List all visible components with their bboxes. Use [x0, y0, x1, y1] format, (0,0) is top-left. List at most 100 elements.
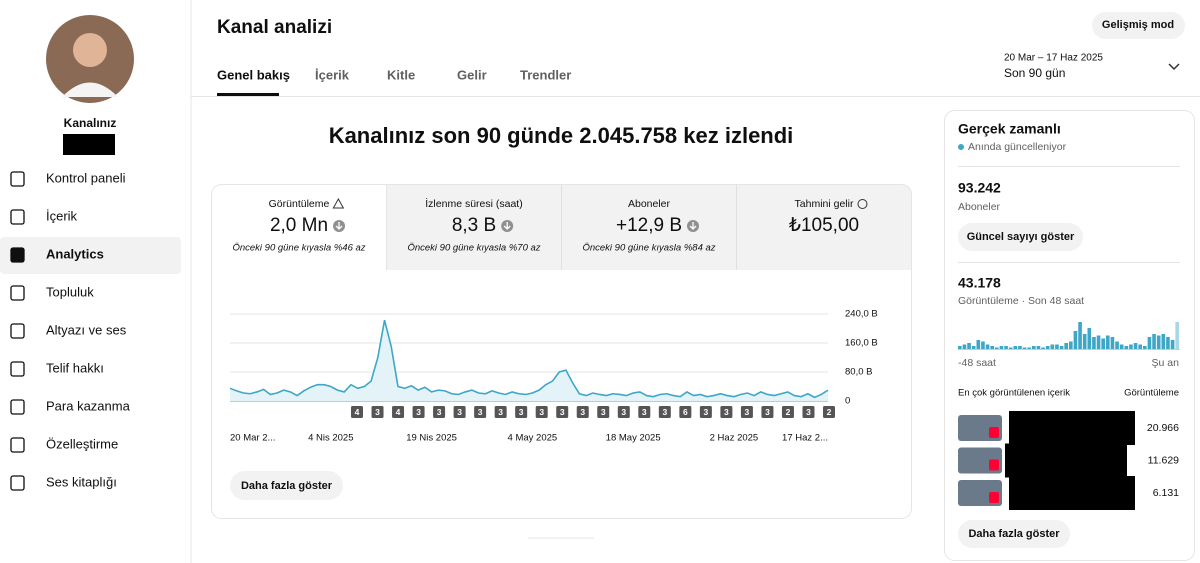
bar — [1045, 346, 1050, 349]
shorts-badge — [989, 492, 999, 503]
x-tick-label: 18 May 2025 — [606, 433, 661, 444]
nav-item[interactable]: Analytics — [46, 246, 104, 261]
upload-marker[interactable] — [658, 406, 671, 418]
upload-marker[interactable] — [781, 406, 794, 418]
upload-marker[interactable] — [535, 406, 548, 418]
metric-label[interactable]: Görüntüleme — [269, 198, 330, 210]
nav-item[interactable]: İçerik — [46, 208, 78, 223]
bar — [1152, 334, 1156, 349]
show-more-button[interactable] — [958, 520, 1070, 548]
upload-marker[interactable] — [638, 406, 651, 418]
upload-marker-label: 3 — [539, 407, 544, 417]
upload-marker[interactable] — [761, 406, 774, 418]
upload-marker-label: 3 — [642, 407, 647, 417]
advanced-button[interactable] — [1092, 12, 1185, 39]
realtime-start: -48 saat — [958, 357, 996, 369]
period-dropdown[interactable] — [1168, 63, 1180, 71]
nav-item[interactable]: Telif hakkı — [46, 360, 104, 375]
bar — [981, 341, 985, 349]
show-more-button[interactable] — [230, 471, 343, 500]
redacted — [63, 134, 115, 155]
live-dot — [958, 144, 964, 150]
bar — [1059, 346, 1064, 349]
bar — [1119, 344, 1124, 349]
advanced-button-label: Gelişmiş mod — [1102, 19, 1174, 31]
metric-value[interactable]: ₺105,00 — [789, 215, 859, 236]
metric-tab-bg — [387, 184, 912, 270]
bar — [1101, 338, 1105, 349]
bar — [1124, 346, 1129, 349]
upload-marker[interactable] — [433, 406, 446, 418]
nav-item[interactable]: Ses kitaplığı — [46, 474, 117, 489]
tab-underline — [217, 93, 279, 96]
tab[interactable]: Genel bakış — [217, 67, 290, 82]
tab[interactable]: Trendler — [520, 67, 571, 82]
bar — [1092, 337, 1096, 349]
tab[interactable]: Kitle — [387, 67, 415, 82]
y-tick-label: 160,0 B — [845, 338, 878, 349]
upload-marker[interactable] — [515, 406, 528, 418]
bar — [1106, 335, 1110, 349]
upload-marker-label: 3 — [580, 407, 585, 417]
trend-arrow — [503, 222, 511, 230]
y-tick-label: 240,0 B — [845, 309, 878, 320]
bar — [1147, 337, 1152, 349]
nav-item[interactable]: Özelleştirme — [46, 436, 118, 451]
upload-marker[interactable] — [597, 406, 610, 418]
upload-marker[interactable] — [474, 406, 487, 418]
upload-marker[interactable] — [617, 406, 630, 418]
upload-marker[interactable] — [392, 406, 405, 418]
upload-marker-label: 3 — [457, 407, 462, 417]
upload-marker[interactable] — [679, 406, 692, 418]
nav-item[interactable]: Para kazanma — [46, 398, 131, 413]
page-title: Kanal analizi — [217, 17, 332, 38]
view-count: 43.178 — [958, 275, 1001, 291]
upload-marker[interactable] — [412, 406, 425, 418]
tab[interactable]: Gelir — [457, 67, 487, 82]
nav-item[interactable]: Kontrol paneli — [46, 170, 126, 185]
metric-label[interactable]: İzlenme süresi (saat) — [425, 197, 522, 210]
metric-value[interactable]: 8,3 B — [452, 215, 496, 236]
upload-marker[interactable] — [823, 406, 835, 418]
avatar-shirt — [62, 82, 118, 97]
upload-marker[interactable] — [371, 406, 384, 418]
tabs: Genel bakış İçerik Kitle Gelir Trendler — [217, 67, 571, 82]
metric-label[interactable]: Tahmini gelir — [795, 198, 854, 210]
bar — [1138, 344, 1142, 349]
upload-marker[interactable] — [740, 406, 753, 418]
tab[interactable]: İçerik — [315, 67, 350, 82]
show-count-button[interactable] — [958, 223, 1083, 251]
nav-item[interactable]: Altyazı ve ses — [46, 322, 127, 337]
upload-marker[interactable] — [720, 406, 733, 418]
nav-item[interactable]: Topluluk — [46, 284, 94, 299]
upload-marker-label: 3 — [519, 407, 524, 417]
bar — [1041, 347, 1045, 349]
realtime-title: Gerçek zamanlı — [958, 121, 1061, 137]
upload-marker[interactable] — [802, 406, 815, 418]
upload-marker[interactable] — [351, 406, 363, 418]
upload-marker[interactable] — [556, 406, 569, 418]
realtime-chart — [958, 322, 1179, 349]
nav-icon — [10, 285, 25, 301]
bar — [1069, 341, 1073, 349]
y-tick-label: 80,0 B — [845, 367, 872, 378]
metric-value[interactable]: 2,0 Mn — [270, 215, 328, 236]
show-more-label: Daha fazla göster — [241, 480, 333, 492]
nav-icon — [10, 361, 25, 377]
upload-marker-label: 3 — [662, 407, 667, 417]
metric-value[interactable]: +12,9 B — [616, 215, 682, 236]
metric-label[interactable]: Aboneler — [628, 198, 671, 210]
upload-marker[interactable] — [699, 406, 712, 418]
upload-marker-label: 3 — [724, 407, 729, 417]
upload-marker[interactable] — [576, 406, 589, 418]
bar — [1050, 344, 1055, 349]
bar — [1087, 328, 1092, 349]
show-more-label: Daha fazla göster — [968, 528, 1060, 540]
upload-marker-label: 3 — [498, 407, 503, 417]
upload-marker-label: 3 — [806, 407, 811, 417]
x-tick-label: 4 May 2025 — [508, 433, 558, 444]
upload-marker[interactable] — [494, 406, 507, 418]
upload-marker[interactable] — [453, 406, 466, 418]
nav-icon — [10, 475, 25, 491]
